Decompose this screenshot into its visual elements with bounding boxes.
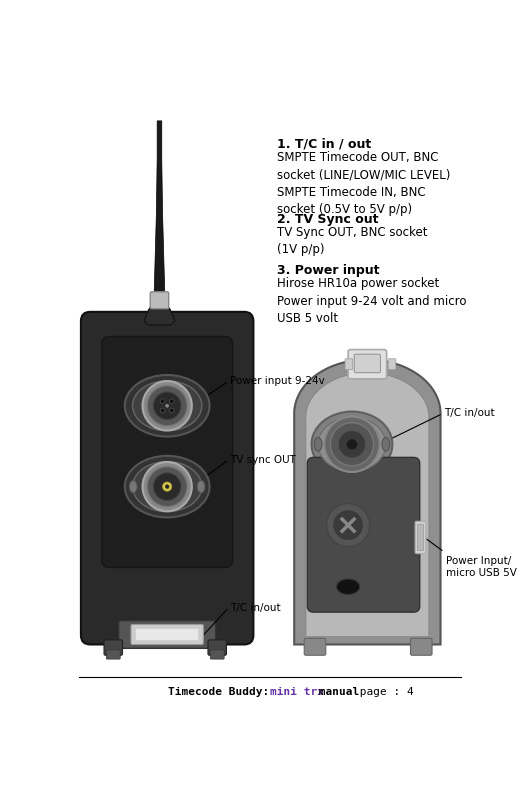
FancyBboxPatch shape	[307, 457, 420, 612]
Text: 2. TV Sync out: 2. TV Sync out	[277, 213, 378, 225]
Text: T/C in/out: T/C in/out	[230, 602, 281, 613]
Ellipse shape	[133, 381, 202, 431]
Circle shape	[166, 404, 169, 407]
Circle shape	[333, 510, 363, 541]
Text: page : 4: page : 4	[353, 687, 413, 697]
FancyBboxPatch shape	[119, 621, 216, 648]
Text: mini trx: mini trx	[270, 687, 325, 697]
FancyBboxPatch shape	[348, 350, 387, 379]
Circle shape	[153, 472, 181, 500]
FancyBboxPatch shape	[208, 640, 227, 655]
Ellipse shape	[318, 417, 386, 472]
Circle shape	[165, 484, 169, 488]
Circle shape	[324, 416, 380, 472]
FancyBboxPatch shape	[150, 292, 169, 309]
Ellipse shape	[311, 411, 392, 477]
Polygon shape	[154, 121, 165, 297]
Ellipse shape	[314, 437, 322, 452]
Text: 1. T/C in / out: 1. T/C in / out	[277, 138, 371, 151]
Circle shape	[338, 431, 366, 458]
FancyBboxPatch shape	[102, 337, 232, 568]
Text: 3. Power input: 3. Power input	[277, 264, 379, 277]
Ellipse shape	[125, 456, 209, 517]
Ellipse shape	[133, 462, 202, 512]
Ellipse shape	[197, 480, 205, 492]
Text: manual: manual	[312, 687, 359, 697]
FancyBboxPatch shape	[388, 358, 396, 370]
FancyBboxPatch shape	[136, 628, 199, 641]
Circle shape	[163, 482, 172, 492]
Text: TV Sync OUT, BNC socket
(1V p/p): TV Sync OUT, BNC socket (1V p/p)	[277, 225, 427, 256]
FancyBboxPatch shape	[131, 625, 204, 645]
Circle shape	[330, 423, 373, 466]
Circle shape	[153, 392, 181, 419]
Text: T/C in/out: T/C in/out	[444, 408, 495, 419]
Ellipse shape	[129, 480, 137, 492]
Circle shape	[169, 408, 174, 413]
FancyBboxPatch shape	[210, 650, 224, 659]
Polygon shape	[144, 306, 175, 325]
FancyBboxPatch shape	[345, 358, 353, 370]
Circle shape	[147, 467, 187, 507]
Circle shape	[347, 439, 357, 450]
FancyBboxPatch shape	[415, 521, 426, 553]
Ellipse shape	[382, 437, 390, 452]
Text: TV sync OUT: TV sync OUT	[230, 455, 296, 464]
Circle shape	[143, 381, 192, 431]
Circle shape	[160, 408, 165, 413]
FancyBboxPatch shape	[355, 354, 380, 373]
FancyBboxPatch shape	[410, 638, 432, 655]
Circle shape	[327, 504, 370, 547]
Circle shape	[169, 399, 174, 403]
Text: Hirose HR10a power socket
Power input 9-24 volt and micro
USB 5 volt: Hirose HR10a power socket Power input 9-…	[277, 277, 466, 325]
Text: Power Input/
micro USB 5V: Power Input/ micro USB 5V	[446, 556, 517, 578]
Text: Timecode Buddy:: Timecode Buddy:	[168, 687, 269, 697]
FancyBboxPatch shape	[106, 650, 120, 659]
Circle shape	[147, 386, 187, 426]
Text: SMPTE Timecode OUT, BNC
socket (LINE/LOW/MIC LEVEL)
SMPTE Timecode IN, BNC
socke: SMPTE Timecode OUT, BNC socket (LINE/LOW…	[277, 151, 450, 217]
Text: Power input 9-24v: Power input 9-24v	[230, 376, 325, 386]
Ellipse shape	[125, 375, 209, 436]
FancyBboxPatch shape	[304, 638, 326, 655]
FancyBboxPatch shape	[104, 640, 123, 655]
Polygon shape	[306, 373, 429, 637]
Circle shape	[143, 462, 192, 511]
Polygon shape	[294, 359, 440, 645]
FancyBboxPatch shape	[418, 525, 423, 550]
FancyBboxPatch shape	[81, 312, 254, 645]
Ellipse shape	[337, 579, 360, 594]
Circle shape	[160, 399, 165, 403]
